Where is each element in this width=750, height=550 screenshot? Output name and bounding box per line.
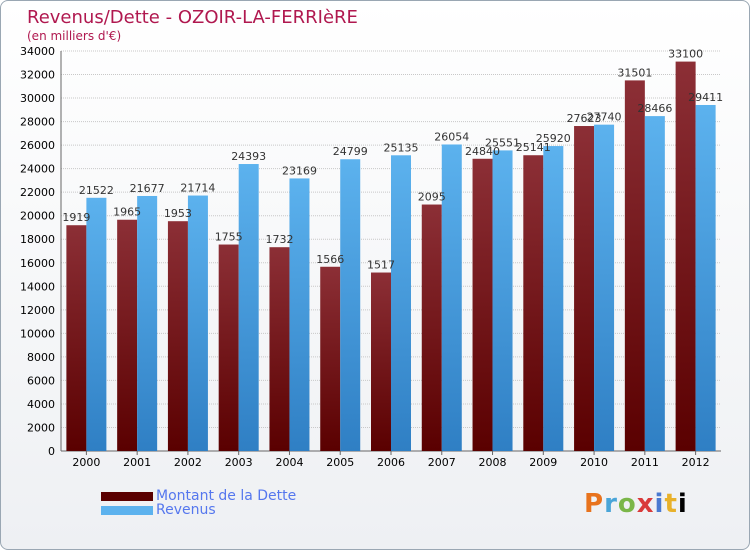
x-tick-label: 2002	[174, 456, 202, 469]
y-tick-label: 2000	[27, 421, 55, 434]
bar-debt-2003	[218, 244, 239, 451]
data-label-debt-2000: 1919	[62, 211, 90, 224]
x-tick-label: 2008	[479, 456, 507, 469]
x-tick-label: 2003	[225, 456, 253, 469]
bar-revenue-2000	[86, 197, 107, 451]
bar-revenue-2001	[137, 195, 158, 451]
bar-debt-2009	[523, 155, 544, 451]
data-label-debt-2003: 1755	[215, 231, 243, 244]
y-tick-label: 26000	[20, 139, 55, 152]
data-label-revenue-2005: 24799	[333, 145, 368, 158]
y-tick-label: 12000	[20, 304, 55, 317]
bar-debt-2010	[574, 126, 595, 451]
proxiti-logo: Proxiti	[584, 489, 688, 519]
y-tick-label: 14000	[20, 280, 55, 293]
x-tick-label: 2000	[72, 456, 100, 469]
bar-debt-2007	[421, 204, 442, 451]
logo-letter: i	[677, 489, 688, 519]
chart-subtitle: (en milliers d'€)	[27, 29, 122, 43]
data-label-debt-2006: 1517	[367, 259, 395, 272]
bar-revenue-2012	[695, 104, 716, 452]
bar-revenue-2011	[644, 116, 665, 451]
data-label-revenue-2003: 24393	[231, 150, 266, 163]
logo-letter: t	[664, 489, 678, 519]
logo-letter: i	[654, 489, 665, 519]
bar-revenue-2008	[492, 150, 513, 451]
y-tick-label: 4000	[27, 398, 55, 411]
y-tick-label: 34000	[20, 45, 55, 58]
data-label-revenue-2009: 25920	[536, 132, 571, 145]
data-label-revenue-2006: 25135	[384, 141, 419, 154]
logo-letter: P	[584, 489, 605, 519]
x-tick-label: 2012	[682, 456, 710, 469]
legend-swatch-debt	[101, 492, 153, 501]
x-tick-label: 2005	[326, 456, 354, 469]
bar-revenue-2007	[441, 144, 462, 451]
bar-revenue-2004	[289, 178, 310, 451]
bar-debt-2008	[472, 158, 493, 451]
data-label-debt-2010: 27623	[567, 112, 602, 125]
data-label-debt-2009: 25141	[516, 141, 551, 154]
bar-debt-2001	[117, 219, 138, 451]
data-label-revenue-2012: 29411	[688, 91, 723, 104]
bar-debt-2011	[624, 80, 645, 452]
bar-revenue-2006	[391, 155, 411, 451]
data-label-debt-2011: 31501	[617, 66, 652, 79]
data-label-debt-2005: 1566	[316, 253, 344, 266]
y-tick-label: 28000	[20, 116, 55, 129]
data-label-revenue-2008: 25551	[485, 136, 520, 149]
bar-debt-2004	[269, 247, 290, 451]
data-label-revenue-2000: 21522	[79, 184, 114, 197]
data-label-debt-2008: 24840	[465, 145, 500, 158]
data-label-debt-2007: 2095	[418, 191, 446, 204]
data-label-debt-2002: 1953	[164, 207, 192, 220]
y-tick-label: 24000	[20, 163, 55, 176]
x-tick-label: 2007	[428, 456, 456, 469]
bar-debt-2005	[320, 266, 341, 451]
y-tick-label: 22000	[20, 186, 55, 199]
y-tick-label: 20000	[20, 210, 55, 223]
y-tick-label: 18000	[20, 233, 55, 246]
y-tick-label: 8000	[27, 351, 55, 364]
y-tick-label: 6000	[27, 374, 55, 387]
y-tick-label: 10000	[20, 327, 55, 340]
data-label-debt-2012: 33100	[668, 48, 703, 61]
x-tick-label: 2011	[631, 456, 659, 469]
data-label-revenue-2010: 27740	[587, 111, 622, 124]
chart-title: Revenus/Dette - OZOIR-LA-FERRIèRE	[27, 7, 358, 28]
bar-revenue-2009	[543, 146, 564, 451]
legend-label-revenue: Revenus	[156, 502, 216, 518]
logo-letter: o	[617, 489, 637, 519]
data-label-debt-2001: 1965	[113, 206, 141, 219]
data-label-revenue-2002: 21714	[180, 182, 215, 195]
y-tick-label: 0	[48, 445, 55, 458]
x-tick-label: 2010	[580, 456, 608, 469]
bar-revenue-2010	[594, 124, 615, 451]
bar-debt-2002	[167, 221, 188, 451]
logo-letter: x	[636, 489, 655, 519]
data-label-revenue-2011: 28466	[637, 102, 672, 115]
logo-letter: r	[604, 489, 618, 519]
bar-revenue-2005	[340, 159, 361, 451]
bar-debt-2012	[675, 61, 696, 452]
data-label-debt-2004: 1732	[265, 233, 293, 246]
y-tick-label: 30000	[20, 92, 55, 105]
data-label-revenue-2004: 23169	[282, 164, 317, 177]
legend-swatch-revenue	[101, 506, 153, 515]
y-tick-label: 16000	[20, 257, 55, 270]
x-tick-label: 2009	[529, 456, 557, 469]
bar-debt-2006	[371, 272, 391, 451]
bar-debt-2000	[66, 225, 87, 451]
data-label-revenue-2001: 21677	[130, 182, 165, 195]
data-label-revenue-2007: 26054	[434, 130, 469, 143]
legend-label-debt: Montant de la Dette	[156, 488, 297, 504]
bar-revenue-2003	[238, 164, 259, 451]
y-tick-label: 32000	[20, 69, 55, 82]
x-tick-label: 2001	[123, 456, 151, 469]
x-tick-label: 2006	[377, 456, 405, 469]
x-tick-label: 2004	[275, 456, 303, 469]
bar-revenue-2002	[187, 195, 208, 451]
